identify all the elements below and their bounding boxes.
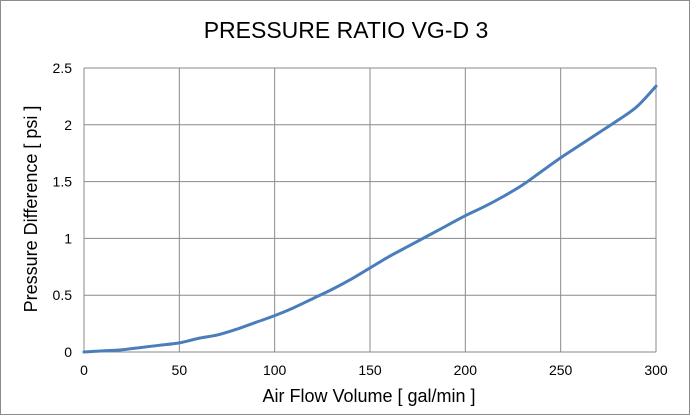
y-tick-label: 2.5 xyxy=(53,60,73,76)
y-tick-label: 1 xyxy=(64,230,72,246)
x-tick-label: 100 xyxy=(263,362,287,378)
grid xyxy=(84,67,657,352)
chart-title: PRESSURE RATIO VG-D 3 xyxy=(204,17,489,43)
x-tick-label: 300 xyxy=(644,362,668,378)
series-line xyxy=(82,84,658,354)
y-tick-label: 0 xyxy=(64,344,72,360)
y-tick-label: 0.5 xyxy=(53,287,73,303)
series-group xyxy=(82,84,658,354)
y-axis-label: Pressure Difference [ psi ] xyxy=(21,106,41,313)
x-axis-label: Air Flow Volume [ gal/min ] xyxy=(262,386,475,406)
y-tick-label: 2 xyxy=(64,117,72,133)
x-tick-label: 150 xyxy=(358,362,382,378)
tick-labels: 0 50 100 150 200 250 300 0 0.5 1 1.5 2 2.5 xyxy=(53,60,668,378)
x-tick-label: 200 xyxy=(454,362,478,378)
x-tick-label: 250 xyxy=(549,362,573,378)
x-tick-label: 0 xyxy=(80,362,88,378)
y-tick-label: 1.5 xyxy=(53,174,73,190)
x-tick-label: 50 xyxy=(172,362,188,378)
axes xyxy=(83,68,656,353)
